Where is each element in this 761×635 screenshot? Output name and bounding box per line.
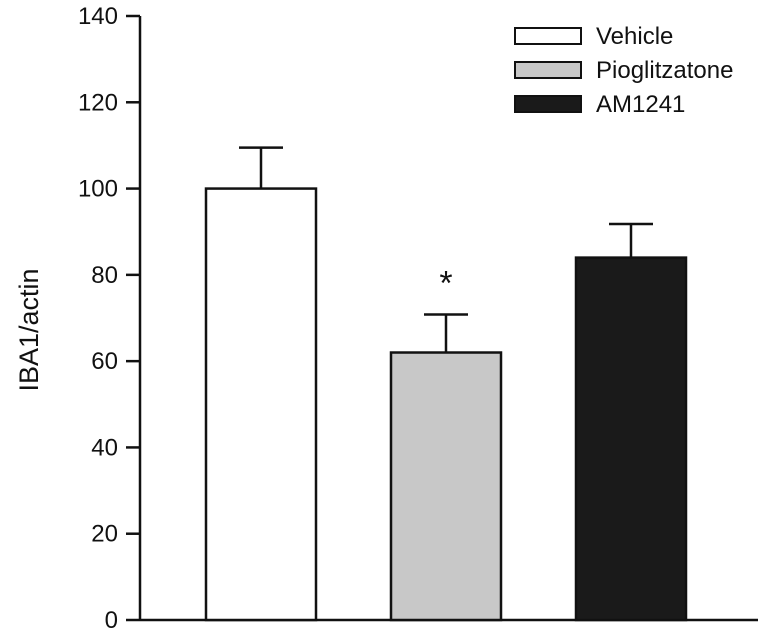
y-tick-label: 120 <box>78 89 118 116</box>
legend-label: Vehicle <box>596 23 673 50</box>
bar-pioglitzatone <box>389 351 503 622</box>
y-tick-label: 40 <box>91 434 118 461</box>
legend-label: Pioglitzatone <box>596 57 733 84</box>
bar-vehicle <box>204 187 318 622</box>
bars: * <box>204 146 688 622</box>
y-tick-label: 100 <box>78 176 118 203</box>
y-tick-label: 140 <box>78 3 118 30</box>
legend-swatch <box>514 61 582 79</box>
y-tick-label: 0 <box>105 607 118 634</box>
legend-label: AM1241 <box>596 91 685 118</box>
y-tick-label: 20 <box>91 521 118 548</box>
bar-am1241 <box>574 256 688 622</box>
y-axis-label: IBA1/actin <box>14 268 44 391</box>
significance-marker: * <box>439 265 452 303</box>
legend: Vehicle Pioglitzatone AM1241 <box>514 23 733 118</box>
y-tick-label: 60 <box>91 348 118 375</box>
y-tick-label: 80 <box>91 262 118 289</box>
legend-swatch <box>514 27 582 45</box>
legend-swatch <box>514 95 582 113</box>
